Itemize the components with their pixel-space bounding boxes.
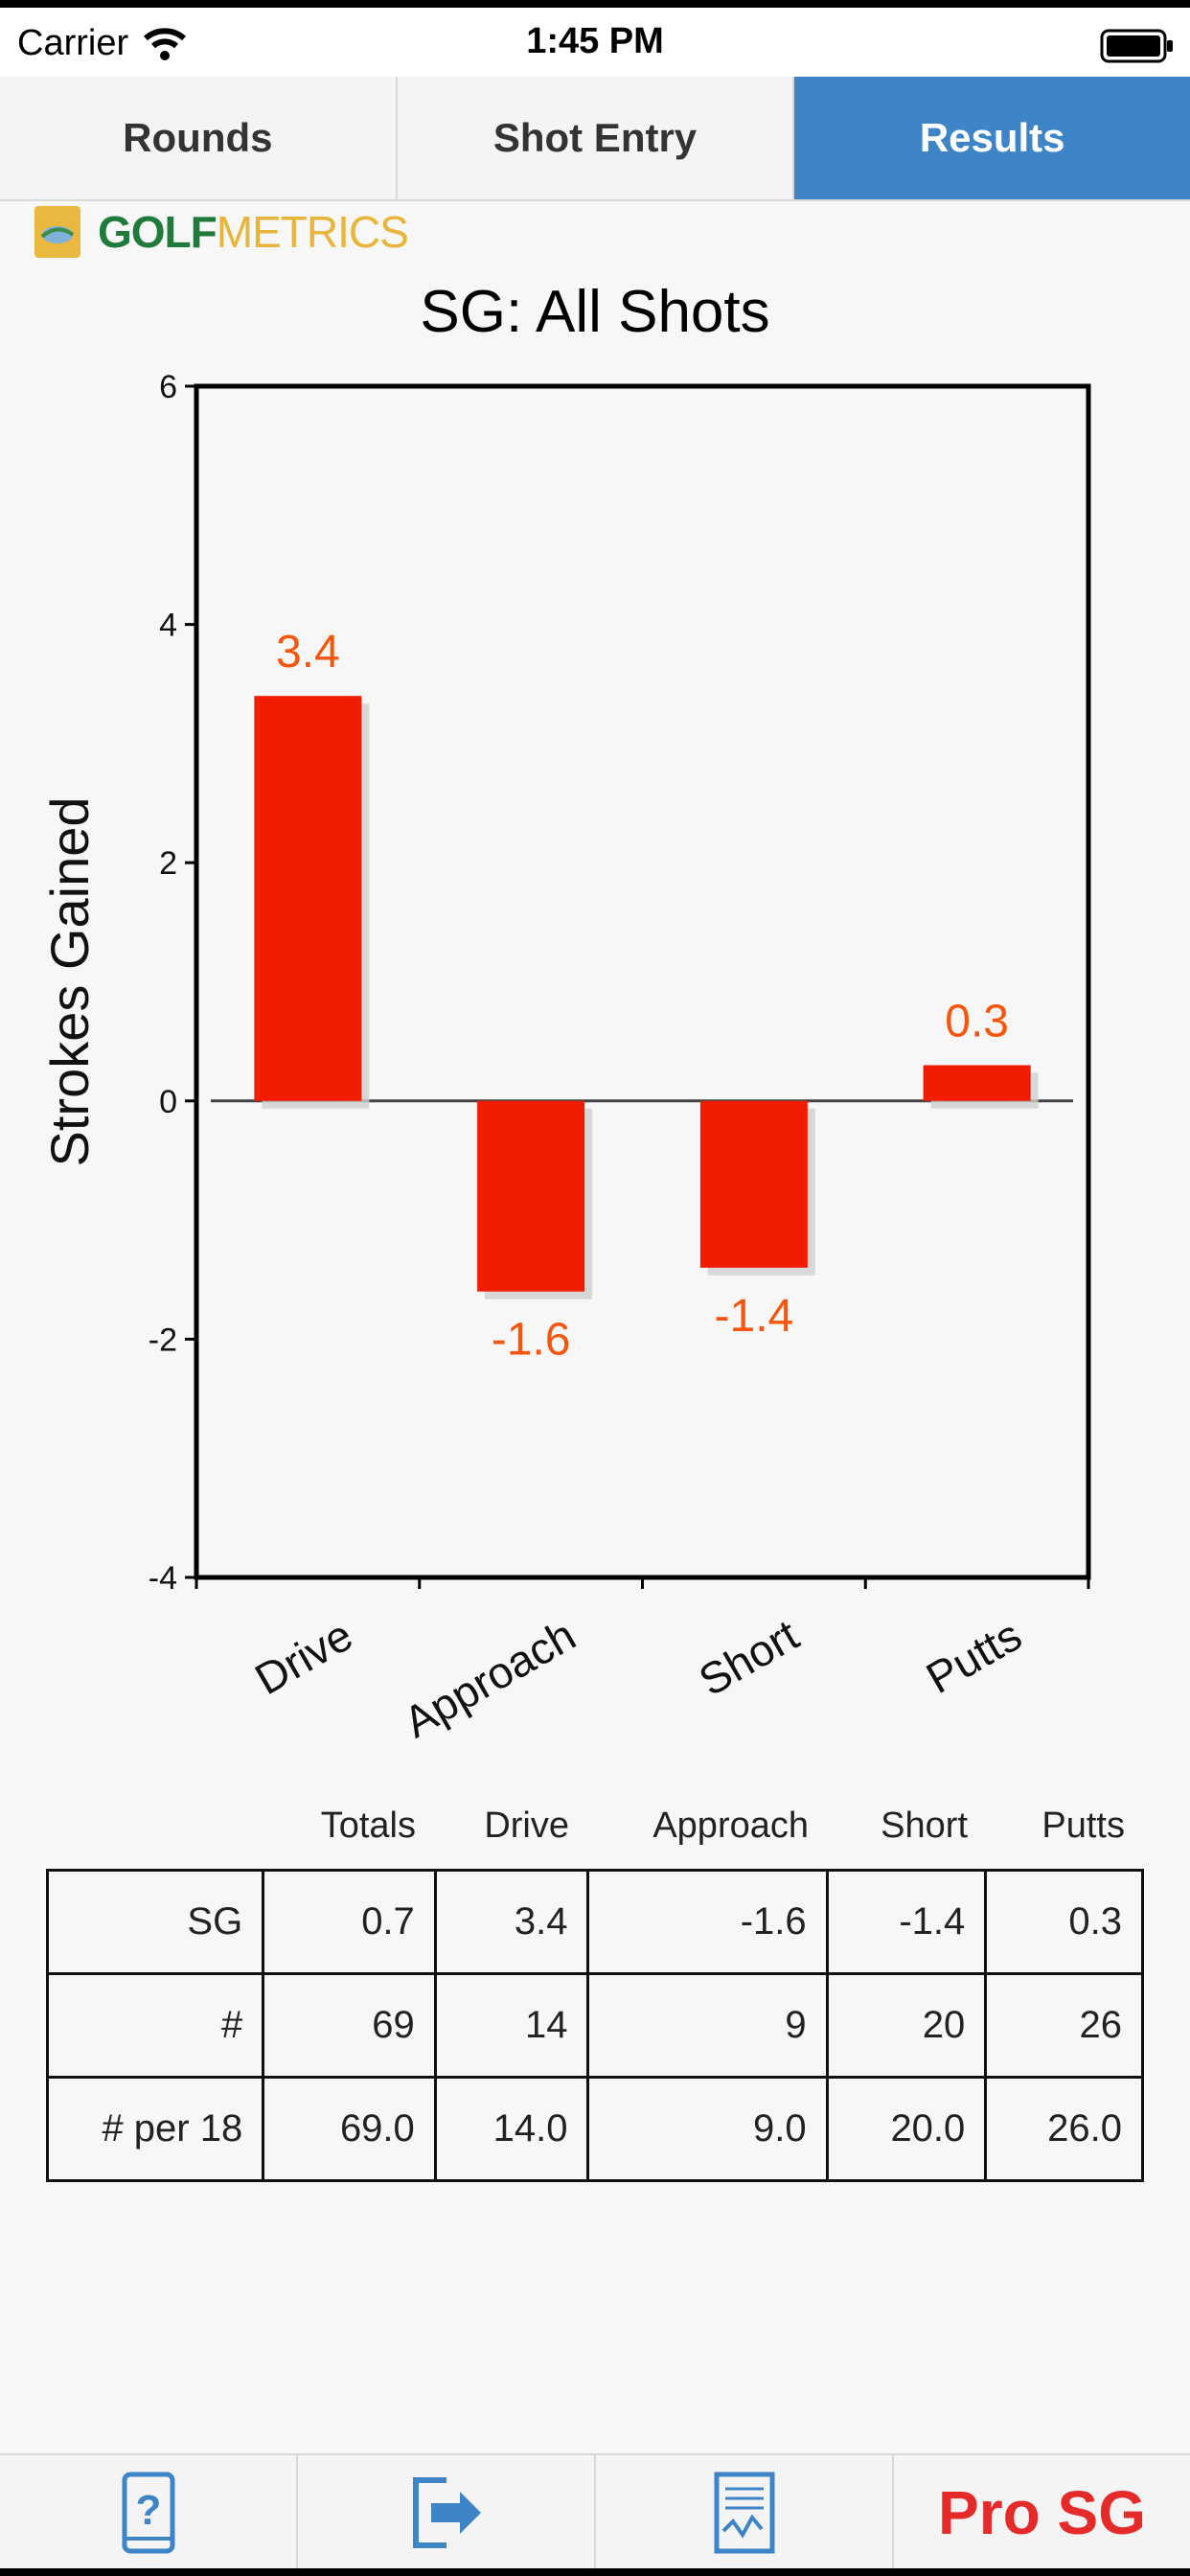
table-header-cell (46, 1782, 263, 1869)
table-cell: 3.4 (433, 1869, 590, 1975)
y-tick-label: -4 (149, 1560, 177, 1597)
table-header-cell: Drive (484, 1805, 569, 1846)
table-cell: -1.6 (586, 1869, 829, 1975)
table-cell: 14 (433, 1972, 590, 2079)
pro-sg-label: Pro SG (938, 2478, 1146, 2547)
status-time: 1:45 PM (526, 21, 664, 61)
table-header-cell: Short (881, 1805, 968, 1846)
data-label: -1.6 (492, 1315, 571, 1366)
table-cell: 69 (262, 1972, 437, 2079)
table-row: SG 0.7 3.4 -1.6 -1.4 0.3 (45, 1869, 1144, 1975)
status-bar: Carrier 1:45 PM (0, 8, 1190, 77)
table-cell: 9 (586, 1972, 829, 2079)
stats-table-header: Totals Drive Approach Short Putts (46, 1782, 1144, 1869)
segmented-tabs: Rounds Shot Entry Results (0, 77, 1190, 201)
data-label: -1.4 (715, 1291, 794, 1342)
table-cell: 9.0 (586, 2076, 829, 2182)
data-label: 0.3 (945, 997, 1009, 1047)
table-cell: 20.0 (825, 2076, 988, 2182)
export-button[interactable] (298, 2455, 596, 2570)
y-tick-label: 4 (159, 608, 177, 644)
help-button[interactable]: ? (0, 2455, 298, 2570)
table-cell: 69.0 (262, 2076, 437, 2182)
table-cell: 26 (984, 1972, 1144, 2079)
bar-putts (923, 1065, 1031, 1101)
table-header-cell: Approach (652, 1805, 809, 1846)
stats-table-body: SG 0.7 3.4 -1.6 -1.4 0.3 #69 14 9 20 26 # per 18 69.… (45, 1869, 1144, 2182)
bottom-toolbar: ? Pro SG (0, 2453, 1190, 2570)
export-icon (412, 2477, 481, 2548)
chart-title: SG: All Shots (420, 279, 770, 345)
y-tick-label: 6 (159, 369, 177, 405)
carrier-label: Carrier (17, 23, 129, 63)
table-cell: 0.3 (984, 1869, 1144, 1975)
x-category-label: Approach (396, 1610, 584, 1747)
table-header-cell: Putts (1041, 1805, 1125, 1846)
bottom-edge (0, 2568, 1190, 2576)
table-row: #69 14 9 20 26 (45, 1972, 1144, 2079)
report-icon (714, 2472, 774, 2554)
table-cell: # (45, 1972, 265, 2079)
table-cell: 20 (825, 1972, 988, 2079)
report-button[interactable] (596, 2455, 894, 2570)
table-header-cell: Totals (320, 1805, 416, 1846)
bar-drive (254, 696, 362, 1101)
svg-text:?: ? (135, 2487, 161, 2534)
pro-sg-button[interactable]: Pro SG (894, 2455, 1190, 2570)
table-cell: 0.7 (262, 1869, 437, 1975)
wifi-icon (144, 28, 186, 60)
table-cell: -1.4 (825, 1869, 988, 1975)
y-tick-label: 2 (159, 845, 177, 882)
y-axis-label: Strokes Gained (39, 797, 100, 1167)
table-cell: 26.0 (984, 2076, 1144, 2182)
help-phone-icon: ? (122, 2472, 174, 2554)
bar-approach (477, 1100, 585, 1292)
tab-shot-entry[interactable]: Shot Entry (398, 77, 795, 199)
table-cell: # per 18 (45, 2076, 265, 2182)
battery-icon (1100, 29, 1173, 63)
table-cell: SG (45, 1869, 265, 1975)
bar-short (699, 1100, 808, 1268)
sg-bar-chart: 6 4 2 0 -2 -4 Strokes Gained 3.4 Drive -1.6 Approa… (39, 369, 1091, 1747)
golfmetrics-logo: GOLFMETRICS (34, 205, 409, 259)
x-category-label: Drive (246, 1610, 360, 1705)
table-row: # per 18 69.0 14.0 9.0 20.0 26.0 (45, 2076, 1144, 2182)
data-label: 3.4 (276, 627, 340, 678)
logo-text-metrics: METRICS (216, 207, 409, 257)
y-tick-label: -2 (149, 1322, 177, 1358)
logo-text: GOLFMETRICS (98, 206, 409, 258)
tab-rounds[interactable]: Rounds (0, 77, 398, 199)
y-tick-label: 0 (159, 1084, 177, 1120)
tab-results[interactable]: Results (794, 77, 1190, 199)
table-cell: 14.0 (433, 2076, 590, 2182)
top-edge (0, 0, 1190, 8)
logo-badge-icon (34, 206, 80, 258)
x-category-label: Short (691, 1610, 807, 1706)
stats-table: Totals Drive Approach Short Putts SG 0.7 3.4 -1… (45, 1782, 1144, 2182)
x-category-label: Putts (918, 1610, 1030, 1703)
logo-text-golf: GOLF (98, 207, 217, 257)
